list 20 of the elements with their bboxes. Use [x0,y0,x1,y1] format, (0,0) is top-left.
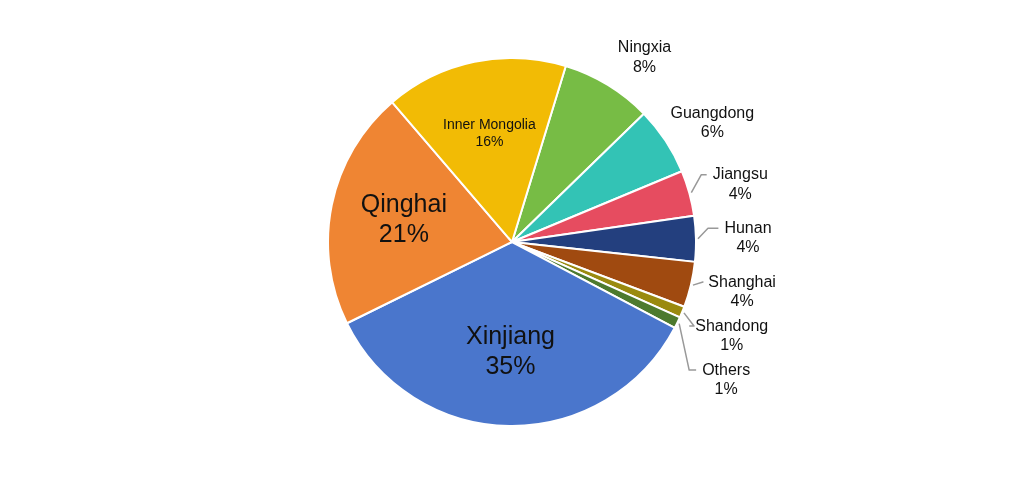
slice-label: Jiangsu [712,165,768,183]
data-label: 8% [632,57,657,75]
data-label: 4% [736,238,760,256]
slice-label: Guangdong [670,103,755,121]
data-label: 1% [720,336,744,354]
slice-label: Shandong [695,316,769,334]
slice-label: Hunan [724,219,772,237]
slice-label: Qinghai [360,188,447,217]
data-label: 1% [714,380,738,398]
data-label: 16% [475,133,504,150]
slice-label: Xinjiang [465,321,555,350]
slice-label: Others [702,360,751,378]
data-label: 4% [728,184,752,202]
data-label: 6% [700,123,724,141]
slice-label: Shanghai [708,272,776,290]
data-label: 35% [485,351,536,380]
slice-label: Ningxia [617,38,672,56]
slice-label: Inner Mongolia [443,116,536,133]
data-label: 4% [730,292,754,310]
data-label: 21% [378,218,429,247]
